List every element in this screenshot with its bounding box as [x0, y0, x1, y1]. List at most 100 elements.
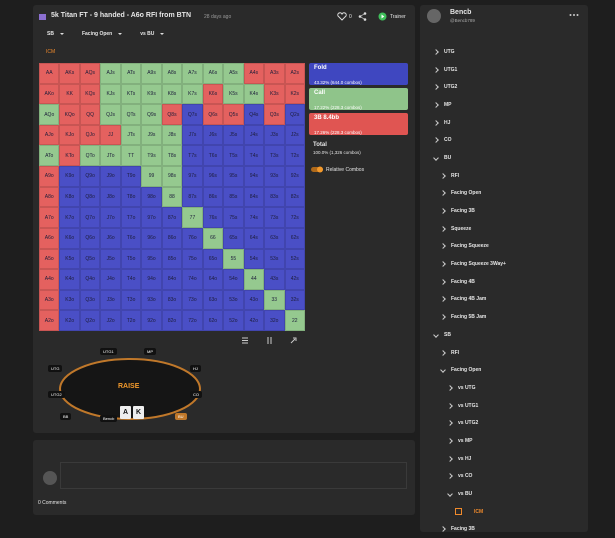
hand-cell[interactable]: 63s — [264, 227, 285, 249]
hand-cell[interactable]: A4o — [39, 269, 60, 290]
hand-cell[interactable]: J7s — [182, 124, 203, 146]
hand-cell[interactable]: Q2o — [79, 310, 101, 331]
hand-cell[interactable]: A9o — [39, 166, 60, 187]
hand-cell[interactable]: 98o — [141, 186, 162, 208]
hand-cell[interactable]: A4s — [243, 63, 265, 84]
hand-cell[interactable]: Q9o — [79, 166, 101, 187]
hand-cell[interactable]: TT — [120, 145, 142, 167]
hand-cell[interactable]: AJo — [39, 124, 60, 146]
hand-cell[interactable]: T8o — [120, 186, 142, 208]
hand-cell[interactable]: Q7s — [182, 104, 203, 125]
hand-cell[interactable]: K8s — [161, 83, 183, 105]
tree-item[interactable]: BU — [420, 149, 588, 167]
hand-cell[interactable]: 52o — [223, 310, 244, 331]
tree-item[interactable]: vs HJ — [420, 450, 588, 468]
trainer-icon[interactable] — [378, 12, 387, 21]
hand-cell[interactable]: T2s — [284, 145, 305, 167]
icm-tag[interactable]: ICM — [46, 49, 56, 55]
hand-cell[interactable]: 82o — [161, 310, 183, 331]
hand-cell[interactable]: Q4o — [79, 269, 101, 290]
hand-cell[interactable]: A3s — [264, 63, 285, 84]
tree-item[interactable]: UTG1 — [420, 61, 588, 79]
hand-cell[interactable]: K9s — [141, 83, 162, 105]
hand-cell[interactable]: K5s — [223, 83, 244, 105]
hand-cell[interactable]: 85s — [223, 186, 244, 208]
hand-cell[interactable]: T6s — [202, 145, 224, 167]
hand-cell[interactable]: 32s — [284, 289, 305, 311]
hand-cell[interactable]: T8s — [161, 145, 183, 167]
hand-cell[interactable]: K4o — [59, 269, 80, 290]
toggle-switch[interactable] — [311, 166, 324, 173]
tree-item[interactable]: Facing 4B Jam — [420, 291, 588, 309]
hand-cell[interactable]: J3o — [100, 289, 121, 311]
hand-cell[interactable]: 84s — [243, 186, 265, 208]
hand-cell[interactable]: J8o — [100, 186, 121, 208]
hand-cell[interactable]: QJs — [100, 104, 121, 125]
hand-cell[interactable]: 96o — [141, 227, 162, 249]
hand-cell[interactable]: 84o — [161, 269, 183, 290]
hand-cell[interactable]: 55 — [223, 248, 244, 270]
hand-cell[interactable]: 94s — [243, 166, 265, 187]
hand-cell[interactable]: 95s — [223, 166, 244, 187]
hand-cell[interactable]: J2s — [284, 124, 305, 146]
hand-cell[interactable]: AQs — [79, 63, 101, 84]
tree-item[interactable]: ICM — [420, 503, 588, 521]
hand-cell[interactable]: 83o — [161, 289, 183, 311]
hand-cell[interactable]: Q2s — [284, 104, 305, 125]
share-button[interactable] — [358, 12, 367, 21]
hand-cell[interactable]: Q4s — [243, 104, 265, 125]
hand-cell[interactable]: 54s — [243, 248, 265, 270]
hand-cell[interactable]: J9o — [100, 166, 121, 187]
hand-cell[interactable]: 22 — [284, 310, 305, 331]
hand-cell[interactable]: 98s — [161, 166, 183, 187]
hand-cell[interactable]: KTs — [120, 83, 142, 105]
hand-cell[interactable]: Q5s — [223, 104, 244, 125]
hand-cell[interactable]: 86o — [161, 227, 183, 249]
hand-cell[interactable]: Q8s — [161, 104, 183, 125]
tree-item[interactable]: RFI — [420, 344, 588, 362]
hand-cell[interactable]: 82s — [284, 186, 305, 208]
hand-cell[interactable]: A7o — [39, 207, 60, 228]
hand-cell[interactable]: A6o — [39, 227, 60, 249]
hand-cell[interactable]: A5s — [223, 63, 244, 84]
tree-item[interactable]: Facing Squeeze — [420, 238, 588, 256]
tree-item[interactable]: RFI — [420, 167, 588, 185]
hand-cell[interactable]: T3s — [264, 145, 285, 167]
like-button[interactable] — [337, 12, 347, 21]
hand-cell[interactable]: 87s — [182, 186, 203, 208]
hand-cell[interactable]: 74o — [182, 269, 203, 290]
hand-cell[interactable]: QTs — [120, 104, 142, 125]
hand-cell[interactable]: A5o — [39, 248, 60, 270]
hand-cell[interactable]: 53s — [264, 248, 285, 270]
hand-cell[interactable]: J4o — [100, 269, 121, 290]
hand-cell[interactable]: T5s — [223, 145, 244, 167]
hand-cell[interactable]: 33 — [264, 289, 285, 311]
hand-cell[interactable]: 62s — [284, 227, 305, 249]
hand-cell[interactable]: AQo — [39, 104, 60, 125]
hand-cell[interactable]: K3s — [264, 83, 285, 105]
hand-cell[interactable]: 76o — [182, 227, 203, 249]
hand-cell[interactable]: Q9s — [141, 104, 162, 125]
hand-cell[interactable]: A6s — [202, 63, 224, 84]
hand-cell[interactable]: J3s — [264, 124, 285, 146]
hand-cell[interactable]: T9o — [120, 166, 142, 187]
hand-cell[interactable]: J2o — [100, 310, 121, 331]
hand-cell[interactable]: 72s — [284, 207, 305, 228]
hand-cell[interactable]: KQs — [79, 83, 101, 105]
hand-cell[interactable]: AKo — [39, 83, 60, 105]
tree-item[interactable]: vs UTG2 — [420, 414, 588, 432]
hand-cell[interactable]: T6o — [120, 227, 142, 249]
hand-cell[interactable]: 87o — [161, 207, 183, 228]
hand-cell[interactable]: 74s — [243, 207, 265, 228]
hand-cell[interactable]: K7s — [182, 83, 203, 105]
filter-dropdown[interactable]: SB — [47, 31, 64, 37]
hand-cell[interactable]: 62o — [202, 310, 224, 331]
legend-item[interactable]: Call 17.22% (228.3 combos) — [309, 88, 408, 110]
hand-cell[interactable]: 94o — [141, 269, 162, 290]
hand-cell[interactable]: J8s — [161, 124, 183, 146]
hand-cell[interactable]: 83s — [264, 186, 285, 208]
hand-cell[interactable]: K3o — [59, 289, 80, 311]
tree-item[interactable]: vs CO — [420, 468, 588, 486]
hand-cell[interactable]: 92s — [284, 166, 305, 187]
tree-item[interactable]: Facing Squeeze 3Way+ — [420, 255, 588, 273]
